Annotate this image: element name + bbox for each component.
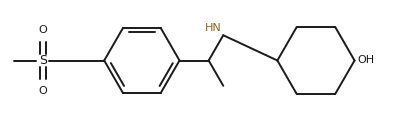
Text: S: S [39, 54, 47, 67]
Text: HN: HN [205, 23, 221, 33]
Text: O: O [39, 86, 47, 96]
Text: O: O [39, 25, 47, 35]
Text: OH: OH [358, 56, 375, 65]
